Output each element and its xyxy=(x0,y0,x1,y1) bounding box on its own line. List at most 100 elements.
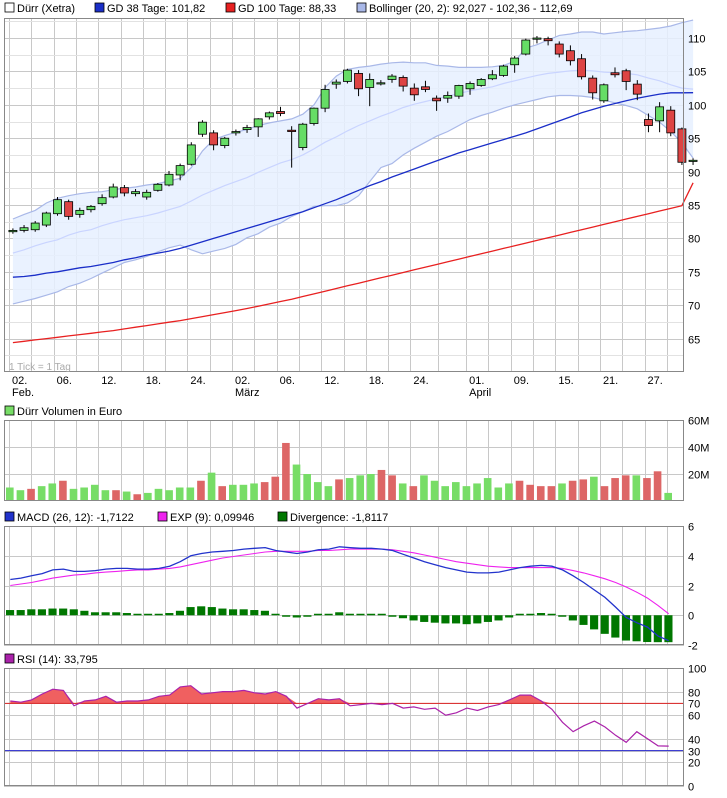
divergence-bar xyxy=(250,610,259,616)
y-tick-label-price: 105 xyxy=(688,67,706,79)
divergence-bar xyxy=(186,607,195,616)
y-tick-label-price: 75 xyxy=(688,268,700,280)
candle-down xyxy=(677,128,687,163)
divergence-bar xyxy=(6,610,15,616)
x-tick-label: 24. xyxy=(190,375,205,387)
divergence-bar xyxy=(175,610,185,616)
axis-labels: 6570758085909510010511020M40M60M-2024602… xyxy=(12,34,709,794)
legend-label-price: Dürr (Xetra) xyxy=(17,3,75,15)
y-tick-label-volume: 60M xyxy=(688,416,709,428)
candle-up xyxy=(454,85,464,97)
candle-up xyxy=(198,121,207,135)
volume-bar xyxy=(536,486,545,501)
divergence-bar xyxy=(356,613,365,616)
divergence-bar xyxy=(590,615,599,630)
y-tick-label-price: 100 xyxy=(688,101,706,113)
volume-bar xyxy=(643,478,651,501)
divergence-bar xyxy=(197,606,206,616)
candle-down xyxy=(565,50,575,62)
volume-bar xyxy=(335,479,343,501)
legend-swatch-price xyxy=(4,2,15,13)
volume-bar xyxy=(218,486,226,501)
candle-up xyxy=(365,79,375,88)
divergence-bar xyxy=(611,615,620,638)
candle-up xyxy=(264,112,274,118)
candle-up xyxy=(476,79,486,86)
volume-bar xyxy=(632,475,641,501)
divergence-bar xyxy=(398,615,408,619)
candle-up xyxy=(30,222,40,231)
y-tick-label-rsi: 100 xyxy=(688,664,706,676)
price-legend: Dürr (Xetra) GD 38 Tage: 101,82 GD 100 T… xyxy=(4,2,572,15)
divergence-bar xyxy=(420,615,429,622)
divergence-bar xyxy=(80,610,89,616)
divergence-bar xyxy=(303,615,312,617)
divergence-bar xyxy=(165,613,174,616)
bollinger-band-fill xyxy=(12,20,694,304)
candle-up xyxy=(253,118,263,128)
volume-bar xyxy=(144,492,152,501)
candle-down xyxy=(409,87,419,96)
candle-down xyxy=(287,129,297,132)
candle-up xyxy=(8,229,18,233)
divergence-bar xyxy=(621,615,631,641)
volume-bar xyxy=(377,469,386,501)
candle-up xyxy=(131,191,140,195)
legend-label-gd100: GD 100 Tage: 88,33 xyxy=(238,3,336,15)
y-tick-label-macd: 4 xyxy=(688,552,694,564)
candle-down xyxy=(588,77,598,94)
x-tick-month-label: April xyxy=(469,387,491,399)
candle-down xyxy=(554,43,564,55)
candle-up xyxy=(41,212,51,226)
y-tick-label-rsi: 70 xyxy=(688,699,700,711)
divergence-bar xyxy=(324,613,333,616)
volume-bar xyxy=(80,487,88,501)
divergence-bar xyxy=(579,615,588,625)
volume-bar xyxy=(16,490,25,501)
volume-bar xyxy=(250,483,258,501)
candle-up xyxy=(75,209,85,215)
volume-bar xyxy=(356,475,365,501)
volume-bar xyxy=(590,476,598,501)
divergence-bar xyxy=(16,610,25,616)
volume-bar xyxy=(600,486,609,501)
candle-down xyxy=(543,38,553,42)
legend-swatch-bollinger xyxy=(356,2,367,13)
legend-label-gd38: GD 38 Tage: 101,82 xyxy=(107,3,205,15)
divergence-bar xyxy=(271,613,280,616)
divergence-bar xyxy=(377,613,386,616)
volume-bar xyxy=(197,480,205,501)
divergence-bar xyxy=(494,615,503,621)
divergence-bar xyxy=(27,609,36,616)
volume-bar xyxy=(303,474,311,501)
candle-up xyxy=(331,81,341,85)
panel-frames xyxy=(4,18,684,786)
candle-down xyxy=(666,109,676,134)
volume-bar xyxy=(494,487,503,501)
divergence-bar xyxy=(48,608,57,616)
candle-down xyxy=(398,77,408,87)
volume-bar xyxy=(282,442,290,501)
divergence-bar xyxy=(229,609,238,616)
y-tick-label-macd: 2 xyxy=(688,582,694,594)
divergence-bar xyxy=(345,613,354,616)
panel-frame-vol xyxy=(4,420,684,501)
x-tick-label: 21. xyxy=(603,375,618,387)
candle-down xyxy=(644,119,653,126)
legend-swatch-gd38 xyxy=(94,2,105,13)
candle-down xyxy=(209,132,219,146)
volume-bar xyxy=(90,484,99,501)
volume-bar xyxy=(112,490,120,501)
candle-up xyxy=(387,75,397,80)
legend-swatch-exp xyxy=(157,511,168,522)
legend-label-divergence: Divergence: -1,8117 xyxy=(290,512,388,524)
divergence-bar xyxy=(335,612,344,616)
divergence-bar xyxy=(653,615,662,643)
candle-up xyxy=(298,123,308,148)
candle-up xyxy=(164,173,174,186)
volume-bar xyxy=(165,490,173,501)
candle-up xyxy=(175,165,185,176)
divergence-bar xyxy=(207,607,216,616)
volume-bar xyxy=(175,487,184,501)
x-tick-label: 15. xyxy=(558,375,573,387)
